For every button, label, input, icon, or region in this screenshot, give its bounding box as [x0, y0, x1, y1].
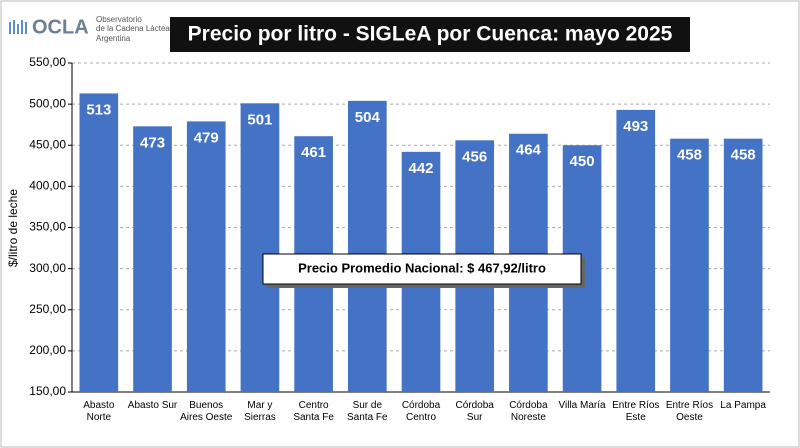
x-tick-label: Abasto Sur: [127, 400, 178, 411]
y-tick-label: 150,00: [29, 384, 66, 398]
chart-title: Precio por litro - SIGLeA por Cuenca: ma…: [188, 23, 673, 46]
x-tick-label: Sur de Santa Fe: [347, 400, 388, 423]
x-tick-label: Córdoba Centro: [401, 400, 441, 423]
y-tick-label: 300,00: [29, 261, 66, 275]
x-tick-label: Córdoba Noreste: [509, 400, 548, 423]
bar: [670, 138, 709, 392]
x-tick-label: Abasto Norte: [83, 400, 115, 423]
value-label: 461: [301, 144, 326, 161]
logo-text: OCLA: [32, 16, 89, 38]
value-label: 513: [86, 101, 111, 118]
x-tick-label: Centro Santa Fe: [293, 400, 334, 423]
value-label: 456: [462, 148, 487, 165]
x-tick-label: Entre Ríos Este: [612, 400, 660, 423]
x-tick-label: Villa María: [558, 400, 606, 411]
y-tick-label: 200,00: [29, 343, 66, 357]
value-label: 458: [677, 147, 702, 164]
x-tick-label: Mar y Sierras: [244, 400, 276, 423]
bar: [240, 103, 280, 393]
value-label: 450: [570, 153, 595, 170]
value-label: 493: [623, 118, 648, 135]
x-tick-label: La Pampa: [720, 400, 766, 411]
y-tick-label: 400,00: [29, 179, 66, 193]
x-tick-label: Entre Ríos Oeste: [665, 400, 714, 423]
logo-icon: [9, 20, 27, 34]
y-axis-label: $/litro de leche: [6, 189, 20, 267]
annotation-box: [262, 253, 582, 285]
org-line: Argentina: [96, 34, 131, 43]
value-label: 479: [194, 129, 219, 146]
y-tick-label: 450,00: [29, 137, 66, 151]
x-tick-label: Buenos Aires Oeste: [180, 400, 233, 423]
bar: [186, 121, 226, 393]
bar: [79, 93, 119, 393]
y-tick-label: 500,00: [29, 96, 66, 110]
y-tick-label: 550,00: [29, 55, 66, 69]
value-label: 473: [140, 134, 165, 151]
title-box: [170, 17, 690, 52]
value-label: 458: [731, 147, 756, 164]
value-label: 464: [516, 142, 542, 159]
value-label: 501: [247, 111, 272, 128]
org-line: Observatorio: [96, 15, 142, 24]
bar: [347, 100, 387, 393]
y-tick-label: 250,00: [29, 302, 66, 316]
y-tick-label: 350,00: [29, 220, 66, 234]
bar: [133, 126, 172, 393]
x-tick-label: Córdoba Sur: [455, 400, 494, 423]
annotation: Precio Promedio Nacional: $ 467,92/litro: [298, 260, 546, 275]
bar: [616, 109, 656, 392]
value-label: 504: [355, 109, 381, 126]
org-line: de la Cadena Láctea: [96, 24, 170, 33]
value-label: 442: [408, 160, 433, 177]
bar: [723, 138, 763, 392]
